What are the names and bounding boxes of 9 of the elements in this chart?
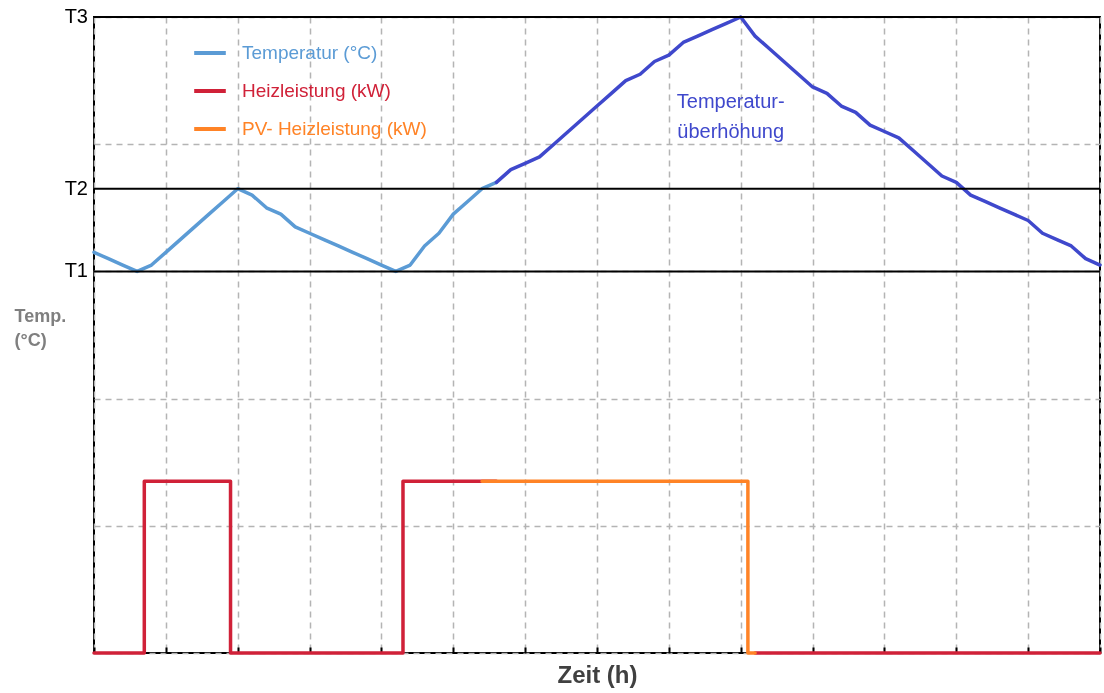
ref-line-label: T3	[64, 5, 88, 27]
legend-label: PV- Heizleistung (kW)	[242, 118, 427, 139]
ref-line-label: T2	[64, 176, 88, 199]
ref-line-label: T1	[64, 259, 88, 282]
y-axis-title: Temp. (°C)	[14, 305, 67, 350]
legend-label: Heizleistung (kW)	[242, 80, 391, 101]
annotation: Temperatur- überhöhung	[676, 90, 785, 142]
x-axis-title: Zeit (h)	[557, 660, 638, 688]
legend-label: Temperatur (°C)	[242, 42, 378, 63]
